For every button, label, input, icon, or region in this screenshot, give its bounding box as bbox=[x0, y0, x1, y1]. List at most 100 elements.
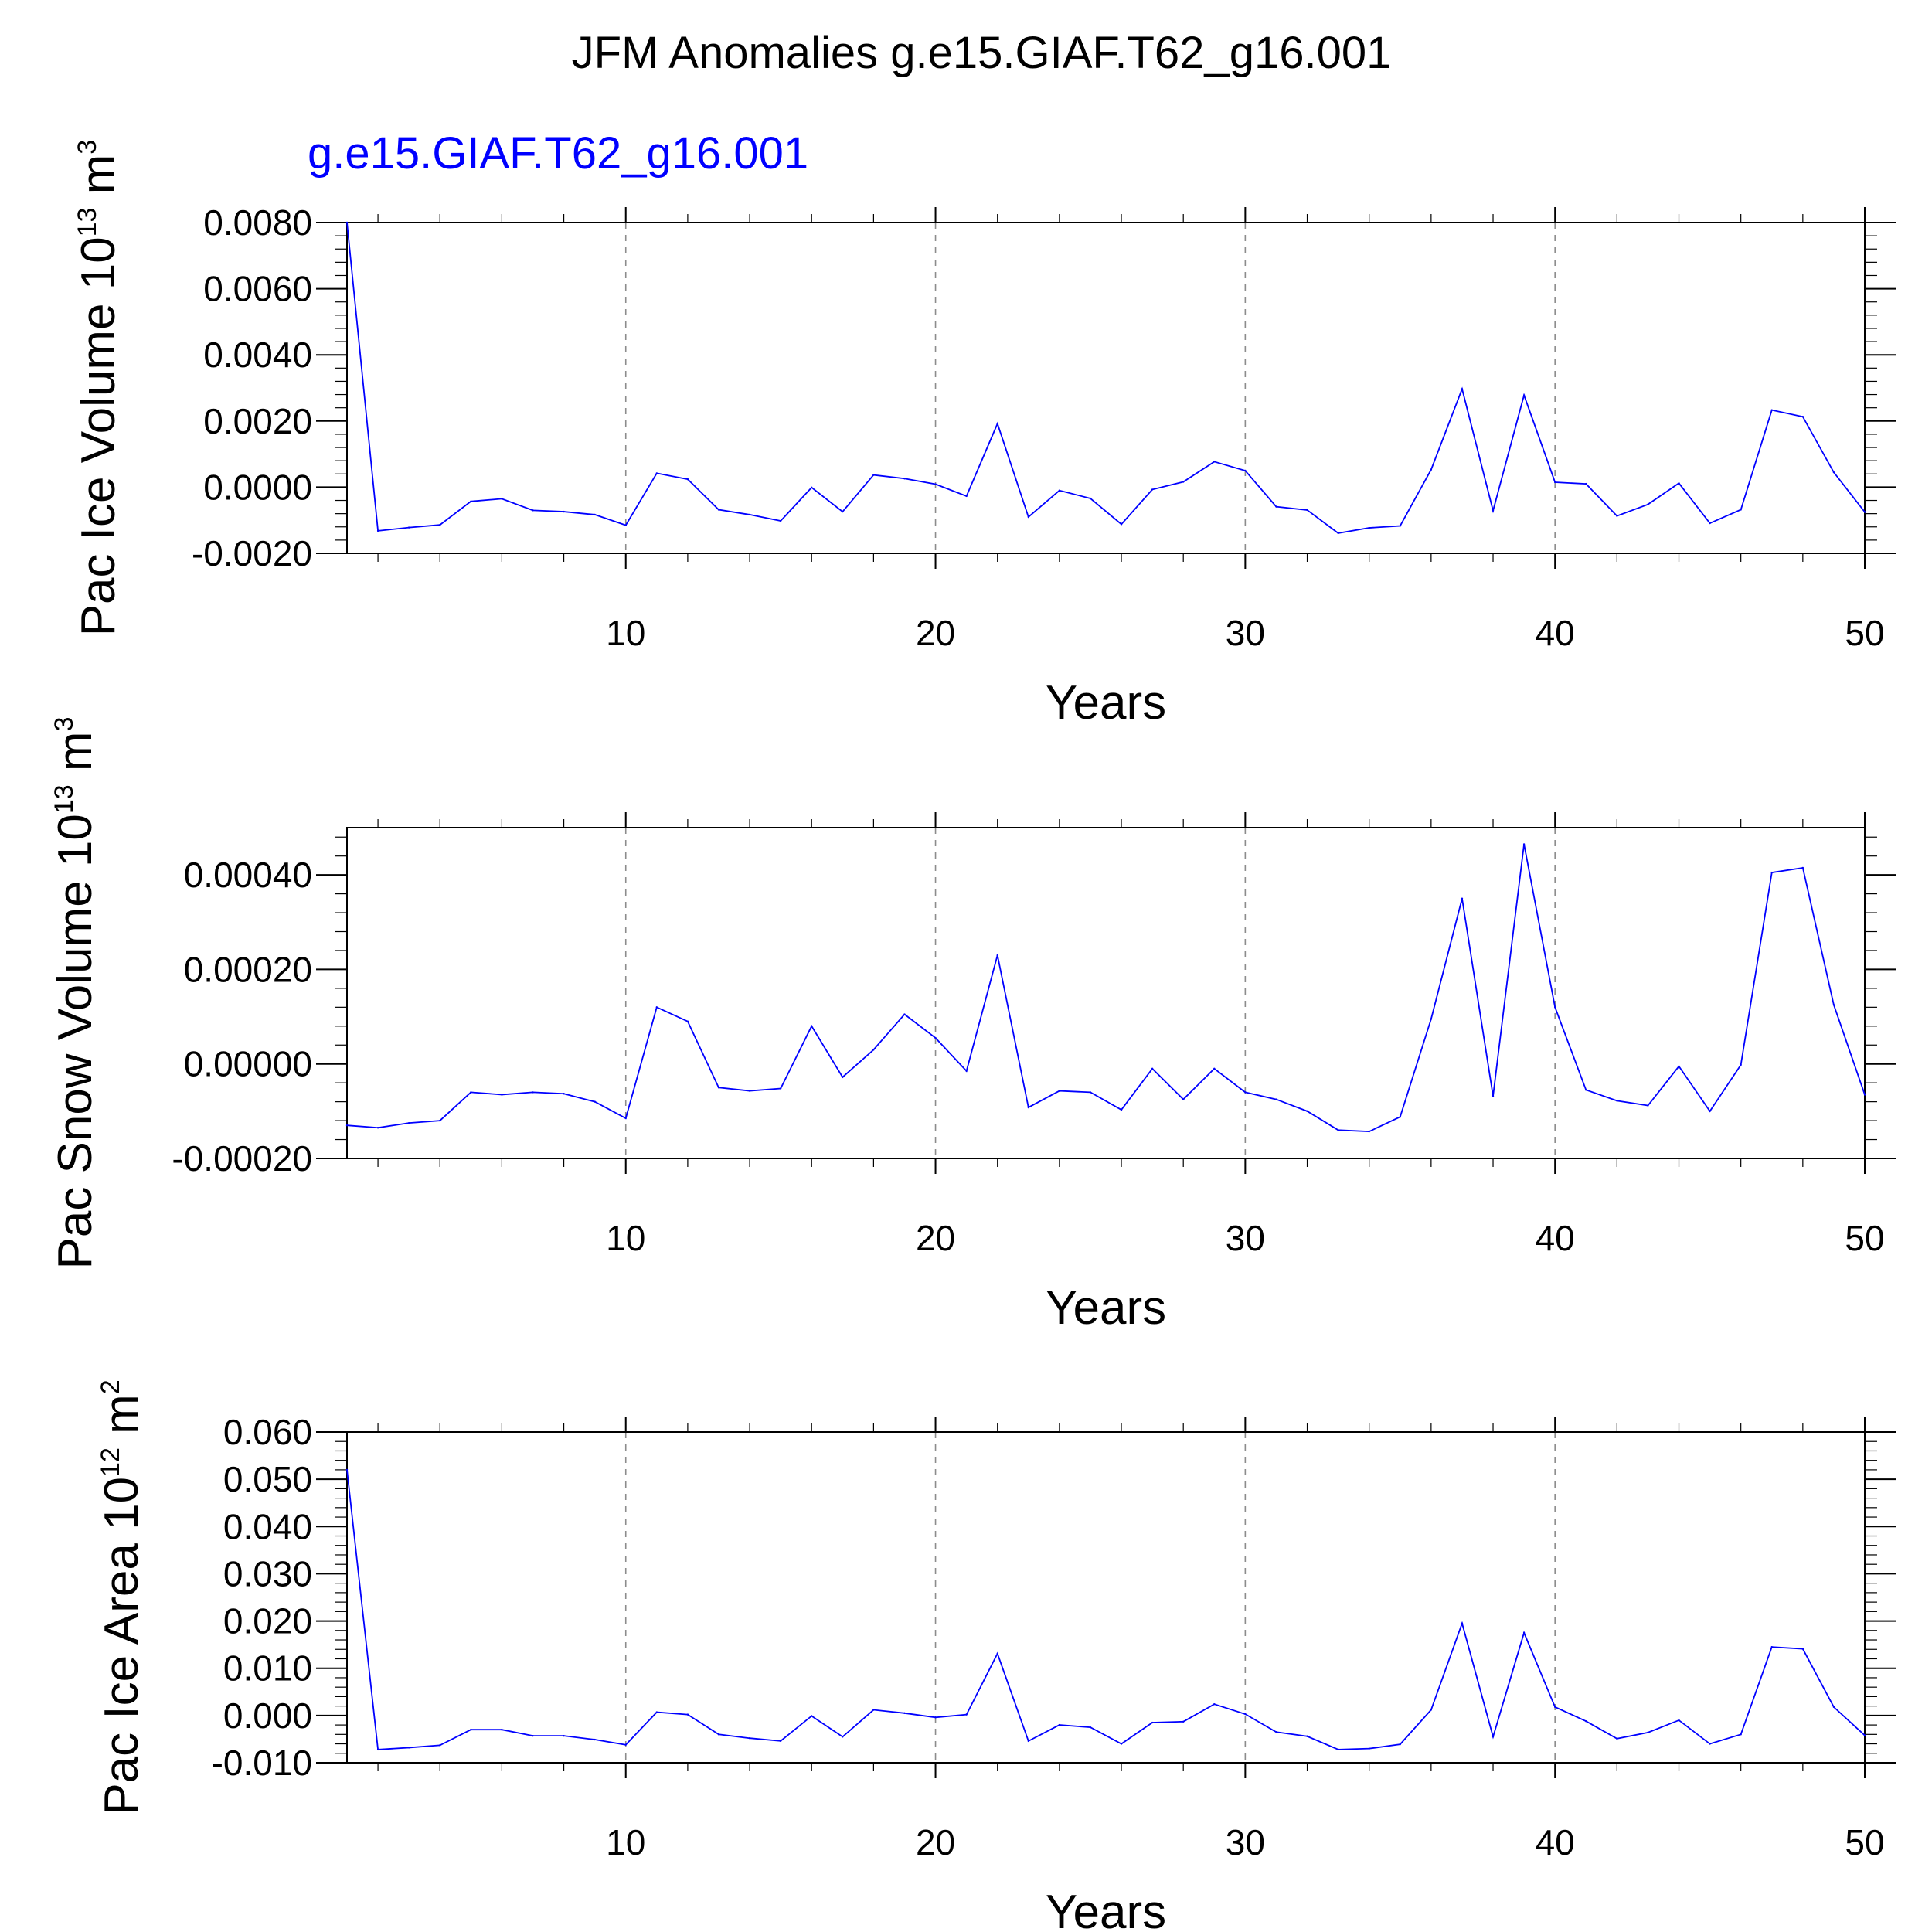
data-point bbox=[1801, 416, 1804, 418]
x-axis-title: Years bbox=[1046, 676, 1166, 730]
data-point bbox=[1182, 481, 1185, 483]
data-point bbox=[1553, 481, 1556, 484]
data-point bbox=[624, 524, 627, 526]
data-point bbox=[1616, 515, 1618, 517]
data-point bbox=[1461, 897, 1464, 900]
data-point bbox=[1832, 1004, 1835, 1006]
data-point bbox=[965, 495, 968, 498]
data-point bbox=[717, 1733, 720, 1736]
panel-3: 10 20 30 40 50 -0.010 0.000 0.010 0.020 0.030 0.04… bbox=[95, 1379, 1896, 1932]
data-point bbox=[563, 1093, 565, 1095]
data-point bbox=[1522, 843, 1526, 845]
y-axis-title: Pac Ice Area 1012 m2 bbox=[95, 1379, 148, 1815]
data-point bbox=[1089, 1091, 1092, 1094]
data-point bbox=[872, 474, 875, 476]
data-point bbox=[594, 1738, 596, 1741]
y-tick-label: 0.00000 bbox=[184, 1044, 312, 1084]
data-point bbox=[903, 1712, 906, 1714]
y-axis-title: Pac Snow Volume 1013 m3 bbox=[49, 717, 102, 1270]
data-point bbox=[934, 1716, 937, 1719]
data-point bbox=[532, 1091, 534, 1094]
data-point bbox=[686, 478, 689, 481]
chart-title: JFM Anomalies g.e15.GIAF.T62_g16.001 bbox=[572, 28, 1392, 78]
data-point bbox=[1863, 1094, 1866, 1096]
data-point bbox=[1306, 509, 1308, 512]
x-tick-label: 30 bbox=[1226, 1822, 1265, 1862]
data-point bbox=[965, 1713, 968, 1716]
x-tick-label: 20 bbox=[916, 1822, 955, 1862]
data-point bbox=[624, 1743, 627, 1746]
data-point bbox=[1337, 1129, 1339, 1131]
data-point bbox=[1275, 1098, 1277, 1100]
data-point bbox=[1709, 1743, 1711, 1745]
data-point bbox=[717, 1087, 720, 1089]
data-point bbox=[1553, 1706, 1556, 1709]
data-point bbox=[1399, 525, 1401, 527]
data-point bbox=[1863, 511, 1866, 513]
data-point bbox=[1213, 1702, 1216, 1706]
panel-subtitle: g.e15.GIAF.T62_g16.001 bbox=[308, 128, 808, 179]
data-point bbox=[655, 1006, 658, 1009]
data-point bbox=[996, 954, 998, 957]
data-point bbox=[842, 1736, 844, 1738]
data-point bbox=[1151, 1721, 1154, 1724]
data-point bbox=[376, 1748, 379, 1751]
x-tick-label: 50 bbox=[1845, 613, 1884, 653]
data-point bbox=[934, 1036, 937, 1039]
data-point bbox=[934, 483, 937, 485]
data-point bbox=[1306, 1110, 1308, 1113]
data-point bbox=[1368, 1747, 1370, 1750]
data-point bbox=[532, 1734, 534, 1737]
data-point bbox=[1058, 1723, 1061, 1726]
y-axis-title-exponent: 13 bbox=[49, 784, 79, 814]
data-point bbox=[1151, 1067, 1154, 1070]
data-point bbox=[376, 529, 379, 532]
data-point bbox=[1337, 532, 1339, 535]
data-point bbox=[407, 1121, 410, 1124]
x-tick-label: 50 bbox=[1845, 1822, 1884, 1862]
x-tick-label: 10 bbox=[606, 613, 645, 653]
y-axis-title-unit: m bbox=[72, 155, 125, 208]
data-point bbox=[1770, 871, 1773, 874]
data-point bbox=[655, 472, 658, 474]
data-point bbox=[872, 1709, 875, 1711]
data-point bbox=[1522, 394, 1526, 396]
data-point bbox=[1430, 1018, 1433, 1020]
data-point bbox=[1089, 497, 1092, 500]
series-line bbox=[346, 222, 1866, 534]
y-tick-label: 0.040 bbox=[223, 1506, 312, 1546]
x-tick-label: 40 bbox=[1536, 1822, 1575, 1862]
data-point bbox=[1678, 1719, 1680, 1722]
data-point bbox=[1244, 469, 1247, 472]
y-tick-label: 0.0000 bbox=[203, 467, 312, 507]
y-axis-title-text: Pac Ice Volume 10 bbox=[72, 236, 125, 636]
data-point bbox=[1585, 482, 1587, 485]
data-point bbox=[748, 1737, 751, 1740]
x-tick-label: 40 bbox=[1536, 1218, 1575, 1258]
x-tick-label: 10 bbox=[606, 1822, 645, 1862]
y-axis-title-unit-exponent: 3 bbox=[49, 717, 79, 732]
y-tick-label: 0.000 bbox=[223, 1696, 312, 1736]
series-line bbox=[346, 844, 1866, 1133]
data-point bbox=[1399, 1743, 1401, 1746]
data-point bbox=[686, 1020, 689, 1022]
data-point bbox=[1770, 409, 1773, 411]
y-axis-title-exponent: 12 bbox=[96, 1447, 125, 1477]
data-point bbox=[1275, 1731, 1277, 1733]
data-point bbox=[996, 423, 998, 425]
data-point bbox=[1430, 1709, 1433, 1711]
data-point bbox=[1337, 1748, 1339, 1751]
y-tick-label: 0.050 bbox=[223, 1459, 312, 1499]
data-point bbox=[1430, 468, 1433, 471]
data-point bbox=[1492, 1095, 1495, 1097]
data-point bbox=[1678, 1065, 1680, 1067]
data-point bbox=[779, 519, 782, 522]
data-point bbox=[1306, 1735, 1308, 1737]
data-point bbox=[1151, 488, 1154, 491]
data-point bbox=[1770, 1646, 1773, 1648]
data-point bbox=[1027, 515, 1029, 519]
y-tick-label: 0.0020 bbox=[203, 401, 312, 441]
data-point bbox=[1740, 1063, 1742, 1066]
data-point bbox=[1058, 1090, 1061, 1092]
